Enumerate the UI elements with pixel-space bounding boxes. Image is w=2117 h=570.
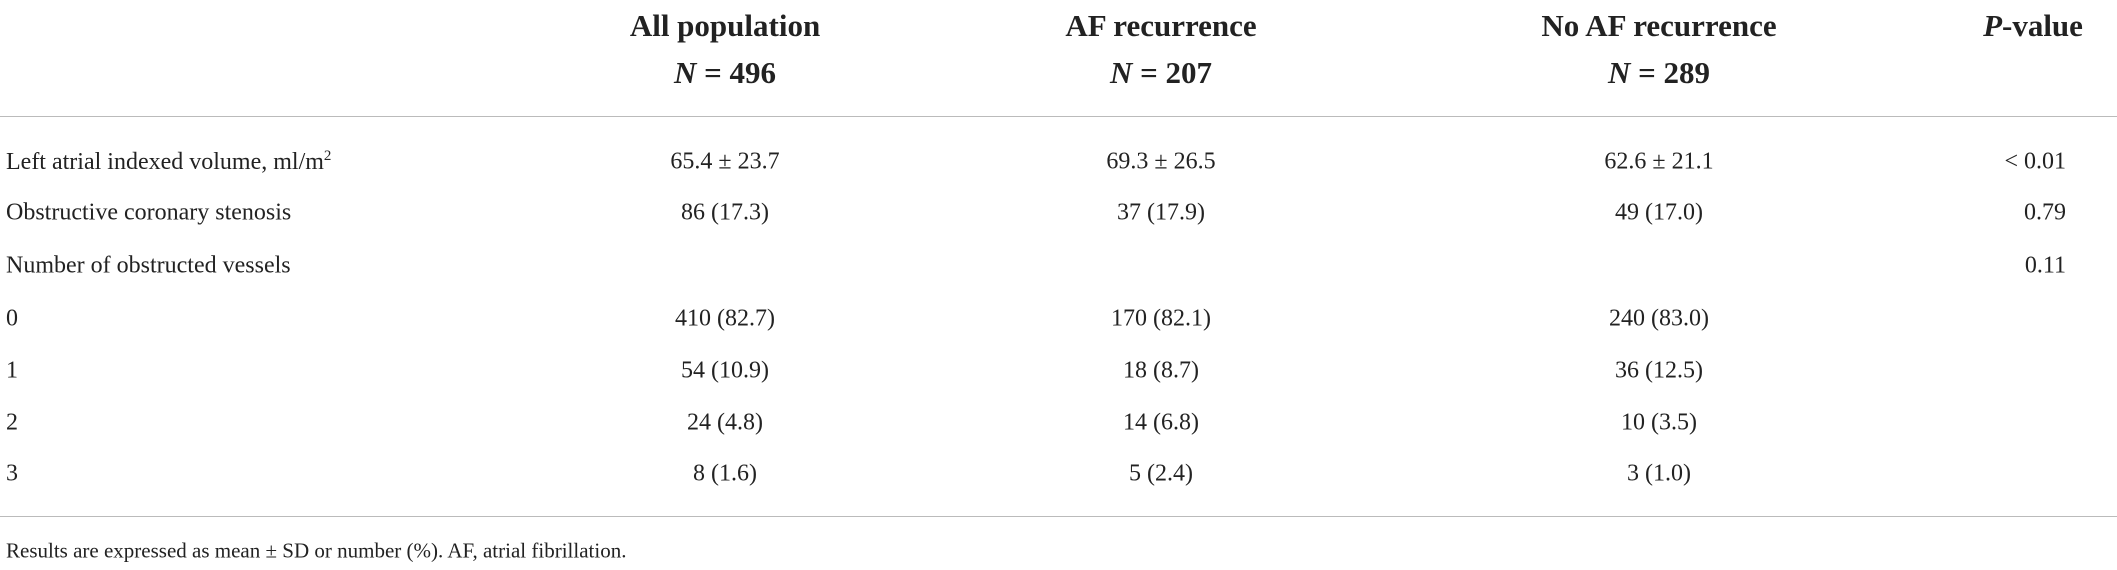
cell: 49 (17.0) <box>1615 199 1703 226</box>
column-header: AF recurrence N = 207 <box>1065 2 1256 96</box>
n-symbol: N <box>1607 55 1631 90</box>
p-rest: -value <box>2002 8 2083 43</box>
row-label-text: 3 <box>6 460 18 487</box>
row-label-text: 1 <box>6 357 18 384</box>
cell: 24 (4.8) <box>687 409 763 436</box>
row-label-text: Number of obstructed vessels <box>6 252 291 279</box>
row-label-text: 2 <box>6 409 18 436</box>
bottom-rule <box>0 516 2117 517</box>
row-label: 1 <box>6 358 18 385</box>
row-label-sup: 2 <box>323 148 332 164</box>
cell: 69.3 ± 26.5 <box>1106 148 1216 175</box>
cell: 18 (8.7) <box>1123 357 1199 384</box>
column-title: All population <box>629 8 821 43</box>
p-value: 0.11 <box>2024 252 2066 279</box>
cell: 8 (1.6) <box>693 460 757 487</box>
row-label: Number of obstructed vessels <box>6 253 291 280</box>
n-value: = 496 <box>704 55 777 90</box>
column-title: AF recurrence <box>1065 8 1257 43</box>
row-label-text: Obstructive coronary stenosis <box>6 199 292 226</box>
p-value: 0.79 <box>2024 199 2066 226</box>
column-header: All population N = 496 <box>630 2 820 96</box>
cell: 240 (83.0) <box>1609 305 1709 332</box>
row-label: 2 <box>6 410 18 437</box>
p-symbol: P <box>1983 8 2002 43</box>
row-label: 3 <box>6 461 18 488</box>
cell: 86 (17.3) <box>681 199 769 226</box>
n-symbol: N <box>673 55 697 90</box>
p-header: P-value <box>1983 2 2083 49</box>
column-n: N = 207 <box>1065 49 1256 96</box>
cell: 10 (3.5) <box>1621 409 1697 436</box>
cell: 170 (82.1) <box>1111 305 1211 332</box>
header-rule <box>0 116 2117 117</box>
n-value: = 207 <box>1140 55 1213 90</box>
cell: 36 (12.5) <box>1615 357 1703 384</box>
cell: 37 (17.9) <box>1117 199 1205 226</box>
cell: 5 (2.4) <box>1129 460 1193 487</box>
row-label-text: Left atrial indexed volume, ml/m <box>6 149 324 175</box>
p-value: < 0.01 <box>2004 148 2066 175</box>
row-label-text: 0 <box>6 305 18 332</box>
cell: 65.4 ± 23.7 <box>670 148 780 175</box>
cell: 3 (1.0) <box>1627 460 1691 487</box>
cell: 14 (6.8) <box>1123 409 1199 436</box>
column-title: No AF recurrence <box>1541 8 1777 43</box>
cell: 54 (10.9) <box>681 357 769 384</box>
footnote: Results are expressed as mean ± SD or nu… <box>6 538 627 563</box>
column-n: N = 289 <box>1541 49 1776 96</box>
cell: 410 (82.7) <box>675 305 775 332</box>
row-label: Left atrial indexed volume, ml/m2 <box>6 148 331 176</box>
column-n: N = 496 <box>630 49 820 96</box>
column-header: P-value <box>1983 2 2083 49</box>
cell: 62.6 ± 21.1 <box>1604 148 1714 175</box>
column-header: No AF recurrence N = 289 <box>1541 2 1776 96</box>
n-value: = 289 <box>1638 55 1711 90</box>
row-label: 0 <box>6 306 18 333</box>
row-label: Obstructive coronary stenosis <box>6 200 291 227</box>
n-symbol: N <box>1109 55 1133 90</box>
